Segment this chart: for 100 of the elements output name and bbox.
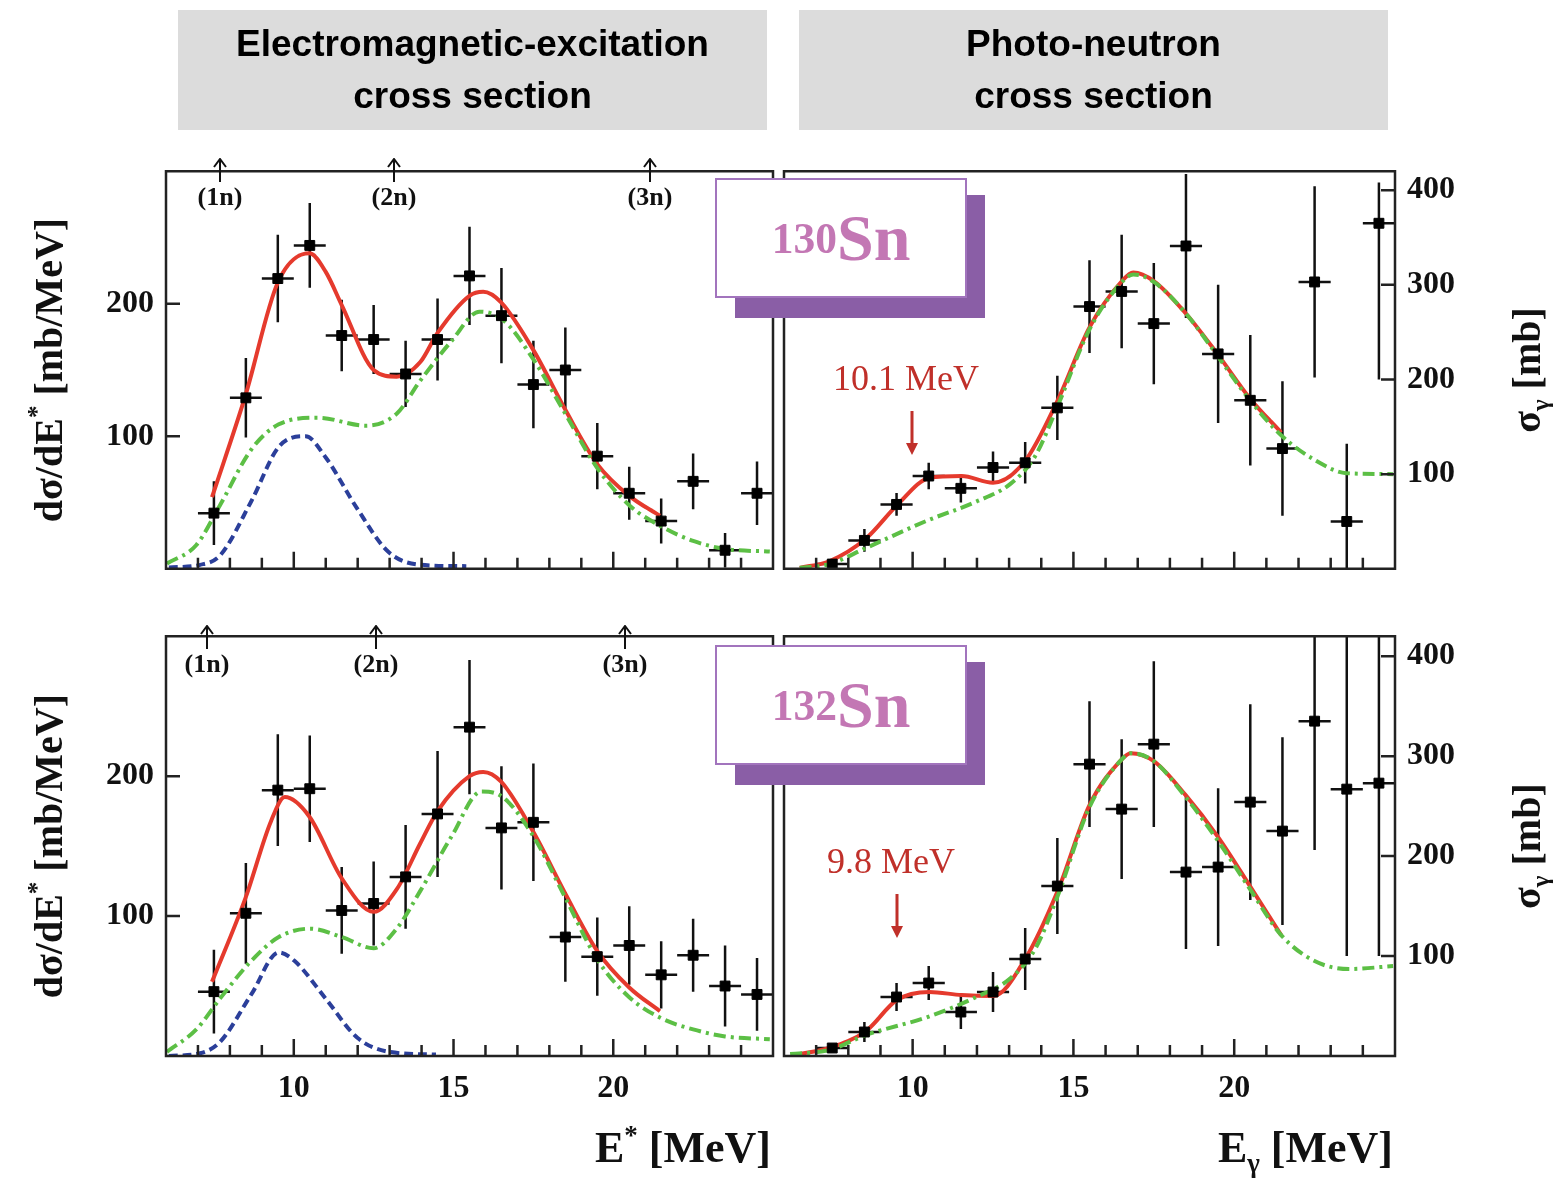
y-tick-label: 200 xyxy=(1407,835,1455,872)
point xyxy=(751,988,763,1000)
x-tick-label: 15 xyxy=(1057,1068,1090,1105)
point xyxy=(1277,825,1288,837)
point xyxy=(1084,758,1095,770)
point xyxy=(304,783,316,795)
chart-title: Electromagnetic-excitation cross section xyxy=(235,22,710,118)
x-tick-label: 20 xyxy=(597,1068,630,1105)
point xyxy=(655,969,667,981)
point xyxy=(1244,796,1256,808)
point xyxy=(623,487,635,499)
point xyxy=(923,470,935,482)
point xyxy=(1309,715,1321,727)
annotation: (3n) xyxy=(627,182,673,212)
point xyxy=(527,379,539,391)
point xyxy=(496,822,507,834)
point xyxy=(1341,516,1353,527)
y-tick-label: 100 xyxy=(1407,453,1455,490)
annotation: (3n) xyxy=(602,649,648,679)
point xyxy=(891,498,902,510)
point xyxy=(1116,285,1128,297)
x-tick-label: 15 xyxy=(437,1068,470,1105)
point xyxy=(826,558,838,569)
point xyxy=(496,310,507,322)
point xyxy=(891,991,902,1003)
point xyxy=(955,482,967,494)
point xyxy=(987,986,999,998)
point xyxy=(1051,880,1063,892)
point xyxy=(687,949,699,961)
point xyxy=(432,334,443,345)
annotation: (2n) xyxy=(353,649,399,679)
point xyxy=(1051,402,1063,414)
annotation: 9.8 MeV xyxy=(827,840,955,882)
point xyxy=(1309,276,1321,288)
point xyxy=(1373,217,1385,229)
annotation: (1n) xyxy=(197,182,243,212)
point xyxy=(858,1026,870,1038)
point xyxy=(591,450,603,462)
line-series xyxy=(166,434,469,569)
point xyxy=(1019,457,1031,469)
point xyxy=(1212,861,1224,873)
point xyxy=(1084,301,1095,313)
x-tick-label: 10 xyxy=(277,1068,310,1105)
point xyxy=(1180,866,1192,878)
point xyxy=(368,334,380,345)
x-axis-title: E* [MeV] xyxy=(595,1119,771,1172)
point xyxy=(1277,443,1288,455)
point xyxy=(1341,783,1353,795)
line-series xyxy=(166,309,772,566)
line-series xyxy=(797,272,1395,569)
point xyxy=(1373,777,1385,789)
point xyxy=(208,507,220,519)
point xyxy=(1244,394,1256,406)
point xyxy=(527,816,539,828)
point xyxy=(272,784,284,796)
point xyxy=(240,907,252,919)
x-tick-label: 10 xyxy=(896,1068,929,1105)
point xyxy=(623,940,635,951)
point xyxy=(719,980,731,992)
point xyxy=(336,330,348,341)
point xyxy=(559,931,571,943)
y-tick-label: 300 xyxy=(1407,264,1455,301)
point xyxy=(272,273,284,284)
y-tick-label: 200 xyxy=(106,755,154,792)
y-tick-label: 100 xyxy=(106,895,154,932)
annotation: (2n) xyxy=(371,182,417,212)
point xyxy=(751,487,763,499)
y-axis-title: dσ/dE* [mb/MeV] xyxy=(23,217,71,523)
point xyxy=(240,392,252,404)
point xyxy=(1180,240,1192,252)
point xyxy=(336,905,348,916)
point xyxy=(464,270,475,282)
point xyxy=(858,534,870,546)
point xyxy=(400,368,412,380)
y-tick-label: 200 xyxy=(1407,358,1455,395)
point xyxy=(955,1006,967,1018)
point xyxy=(208,986,220,998)
point xyxy=(432,808,443,820)
point xyxy=(987,462,999,473)
y-tick-label: 200 xyxy=(106,283,154,319)
line-series xyxy=(210,769,662,1014)
y-tick-label: 400 xyxy=(1407,169,1455,206)
point xyxy=(591,951,603,963)
annotation: 10.1 MeV xyxy=(833,357,979,399)
line-series xyxy=(166,789,772,1054)
y-tick-label: 400 xyxy=(1407,635,1455,672)
line-series xyxy=(788,751,1395,1056)
point xyxy=(719,544,731,556)
annotation: (1n) xyxy=(184,649,230,679)
point xyxy=(1019,953,1031,965)
point xyxy=(1148,738,1160,750)
point xyxy=(655,515,667,527)
point xyxy=(400,871,412,883)
y-axis-title: dσ/dE* [mb/MeV] xyxy=(23,693,71,999)
point xyxy=(826,1042,838,1054)
chart-title: Photo-neutron cross section xyxy=(965,22,1222,118)
x-tick-label: 20 xyxy=(1218,1068,1251,1105)
y-tick-label: 100 xyxy=(1407,935,1455,972)
point xyxy=(559,364,571,376)
y-tick-label: 100 xyxy=(106,415,154,452)
